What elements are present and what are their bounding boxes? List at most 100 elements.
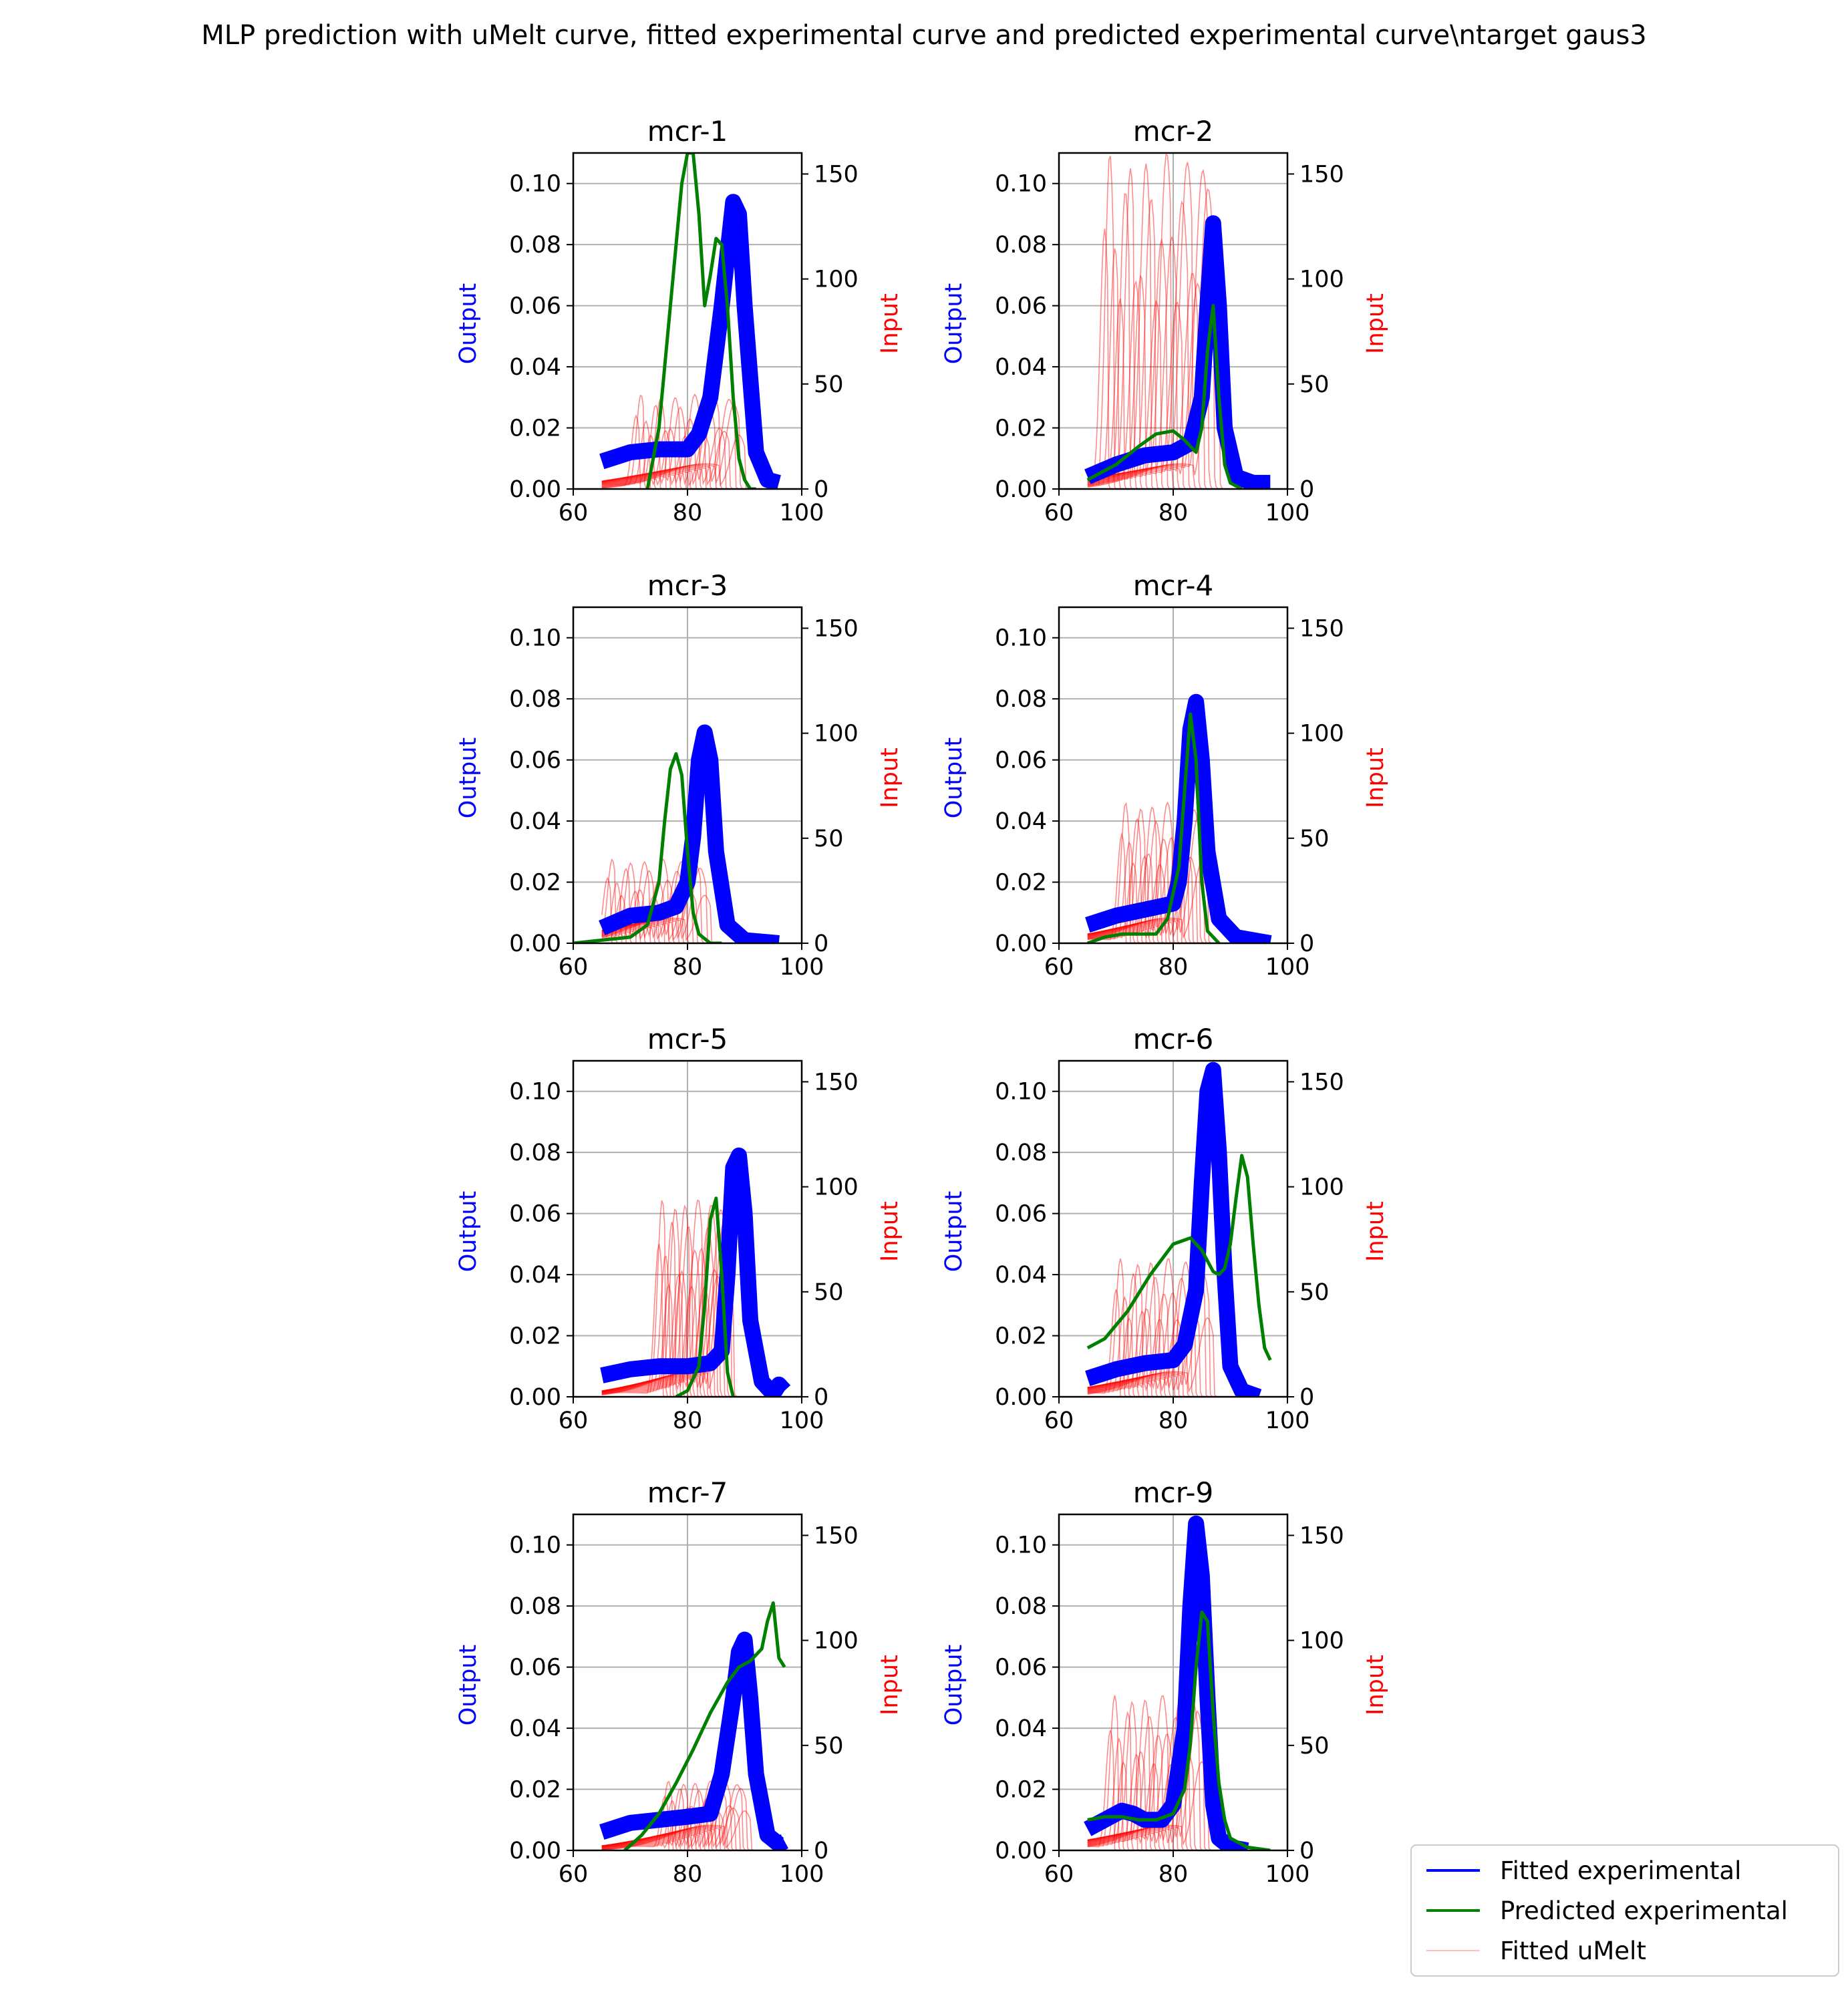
y2-tick-label: 50: [814, 1733, 844, 1760]
umelt-curve: [601, 404, 785, 489]
x-tick-label: 100: [780, 500, 824, 526]
subplot-grid: mcr-1 60 80 100 0.00 0.02 0.04 0.06 0.08 0.10 0 50 1…: [455, 115, 1389, 1888]
umelt-curve: [1087, 301, 1271, 489]
umelt-curve: [1087, 1711, 1271, 1850]
umelt-curve: [1087, 1310, 1271, 1397]
y-tick-label: 0.10: [509, 1532, 561, 1559]
y-tick-label: 0.02: [995, 416, 1047, 442]
umelt-curve-family: [1087, 1695, 1271, 1850]
umelt-curve: [601, 894, 785, 943]
subplot-title: mcr-7: [647, 1476, 728, 1509]
subplot-title: mcr-1: [647, 115, 728, 148]
y2-tick-label: 100: [1299, 1174, 1344, 1201]
y-tick-label: 0.02: [509, 1777, 561, 1804]
y-tick-label: 0.08: [509, 1593, 561, 1620]
plot-area: [599, 153, 785, 489]
y2-tick-label: 0: [814, 931, 828, 957]
subplot-title: mcr-9: [1133, 1476, 1213, 1509]
y-tick-label: 0.06: [509, 1201, 561, 1228]
y2-tick-label: 150: [814, 1069, 859, 1096]
y2-tick-label: 50: [814, 1279, 844, 1306]
y-tick-label: 0.00: [509, 931, 561, 957]
predicted-experimental-curve: [573, 752, 722, 943]
x-tick-label: 80: [1159, 500, 1189, 526]
y2-tick-label: 100: [814, 267, 859, 293]
y-tick-label: 0.00: [509, 1384, 561, 1411]
umelt-curve: [1087, 806, 1271, 943]
fitted-experimental-curve: [1084, 215, 1271, 489]
umelt-curve: [601, 896, 785, 943]
x-tick-label: 100: [780, 1407, 824, 1434]
umelt-curve: [1087, 1292, 1271, 1397]
umelt-curve: [1087, 1763, 1271, 1850]
umelt-curve: [1087, 296, 1271, 489]
plot-area: [1085, 693, 1272, 943]
umelt-curve: [601, 1243, 785, 1397]
y2-tick-label: 50: [814, 826, 844, 852]
y-tick-label: 0.02: [995, 870, 1047, 896]
umelt-curve: [1087, 1258, 1271, 1397]
umelt-curve: [601, 434, 785, 489]
umelt-curve: [1087, 1699, 1271, 1850]
umelt-curve: [1087, 188, 1271, 489]
y-axis-label: Output: [941, 1645, 967, 1726]
y2-tick-label: 0: [1299, 1838, 1314, 1864]
subplot-mcr-1: mcr-1 60 80 100 0.00 0.02 0.04 0.06 0.08 0.10 0 50 1…: [455, 115, 903, 526]
x-tick-label: 100: [780, 954, 824, 981]
y-tick-label: 0.06: [995, 293, 1047, 320]
umelt-curve: [601, 1200, 785, 1397]
umelt-curve: [601, 434, 785, 489]
y-tick-label: 0.04: [995, 354, 1047, 381]
umelt-curve: [601, 1226, 785, 1397]
umelt-curve: [1087, 862, 1271, 943]
y-tick-label: 0.08: [509, 686, 561, 713]
umelt-curve: [1087, 853, 1271, 943]
umelt-curve: [1087, 280, 1271, 489]
y2-tick-label: 150: [814, 161, 859, 188]
umelt-curve: [1087, 1264, 1271, 1397]
x-tick-label: 100: [1265, 1407, 1310, 1434]
y2-tick-label: 150: [1299, 615, 1344, 642]
subplot-mcr-2: mcr-2 60 80 100 0.00 0.02 0.04 0.06 0.08 0.10 0 50 1…: [941, 115, 1389, 526]
y-tick-label: 0.02: [995, 1777, 1047, 1804]
predicted-experimental-curve: [1087, 1610, 1271, 1850]
umelt-curve: [1087, 193, 1271, 489]
umelt-curve: [1087, 1751, 1271, 1850]
umelt-curve: [1087, 282, 1271, 489]
umelt-curve: [601, 397, 785, 489]
y2-tick-label: 0: [1299, 476, 1314, 503]
plot-area: [1084, 1515, 1271, 1850]
y2-axis-label: Input: [877, 293, 903, 354]
umelt-curve: [601, 879, 785, 943]
predicted-experimental-curve: [623, 1601, 786, 1850]
umelt-curve: [1087, 1733, 1271, 1850]
umelt-curve: [1087, 1277, 1271, 1397]
umelt-curve-family: [601, 393, 785, 489]
umelt-curve: [601, 1782, 785, 1850]
subplot-mcr-5: mcr-5 60 80 100 0.00 0.02 0.04 0.06 0.08 0.10 0 50 1…: [455, 1023, 903, 1434]
y-tick-label: 0.04: [509, 808, 561, 835]
subplot-title: mcr-2: [1133, 115, 1213, 148]
umelt-curve: [601, 428, 785, 489]
umelt-curve: [1087, 1273, 1271, 1397]
umelt-curve: [601, 1795, 785, 1850]
y-axis-label: Output: [941, 1191, 967, 1273]
umelt-curve: [1087, 168, 1271, 489]
y-tick-label: 0.06: [509, 748, 561, 774]
y-tick-label: 0.06: [509, 1655, 561, 1681]
subplot-title: mcr-4: [1133, 569, 1213, 602]
umelt-curve: [601, 404, 785, 489]
umelt-curve: [1087, 163, 1271, 489]
umelt-curve: [1087, 200, 1271, 489]
umelt-curve-family: [1087, 1258, 1271, 1397]
umelt-curve: [1087, 1295, 1271, 1397]
plot-area: [1084, 153, 1271, 489]
umelt-curve: [1087, 862, 1271, 943]
x-tick-label: 60: [1044, 1407, 1074, 1434]
y-tick-label: 0.10: [995, 171, 1047, 198]
umelt-curve: [1087, 1695, 1271, 1850]
y-tick-label: 0.04: [995, 1715, 1047, 1742]
umelt-curve: [601, 396, 785, 489]
umelt-curve: [1087, 153, 1271, 489]
